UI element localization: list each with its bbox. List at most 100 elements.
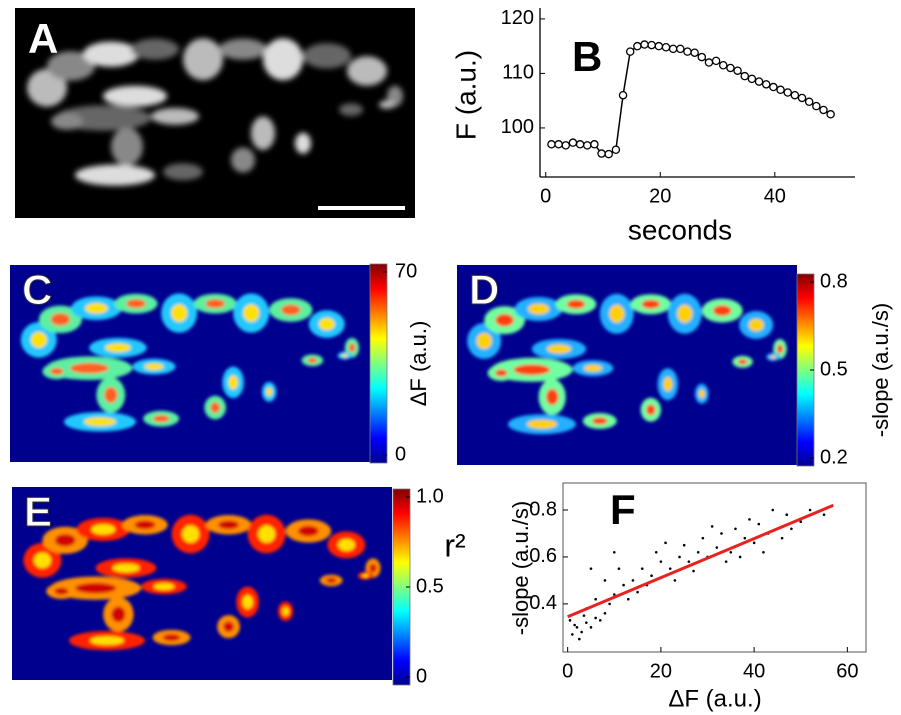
panel-label: A: [28, 15, 58, 62]
scatter-point: [752, 541, 756, 545]
heatmap-regions: [20, 293, 360, 432]
region-core: [50, 313, 71, 326]
region-core: [592, 417, 608, 425]
scatter-point: [571, 633, 574, 636]
data-point: [733, 66, 742, 75]
scatter-point: [585, 621, 588, 624]
cell: [163, 163, 203, 181]
region-core: [105, 343, 131, 353]
data-point: [690, 48, 699, 57]
scatter-point: [715, 546, 719, 549]
scatter-point: [568, 619, 572, 622]
panel-label: C: [22, 266, 52, 313]
cell: [295, 132, 311, 154]
scatter-point: [617, 567, 621, 570]
region-core: [341, 353, 349, 358]
region-core: [104, 387, 118, 403]
region-core: [163, 634, 181, 642]
scatter-point: [762, 550, 765, 554]
data-point: [633, 41, 642, 51]
y-axis-label: -slope (a.u./s): [508, 501, 533, 636]
scatter-point: [692, 569, 695, 573]
data-point: [769, 82, 778, 92]
region-core: [337, 538, 355, 551]
scatter-point: [729, 550, 733, 554]
scatter-point: [636, 590, 639, 594]
cell: [251, 116, 275, 150]
x-tick-label: 40: [743, 660, 765, 682]
data-point: [719, 60, 728, 70]
scatter-point: [790, 527, 793, 531]
region-core: [112, 563, 140, 573]
scatter-point: [573, 623, 576, 627]
region-core: [527, 303, 550, 315]
cell: [27, 68, 67, 107]
scatter-point: [622, 583, 625, 587]
region-core: [153, 583, 175, 591]
colorbar-tick-label: 0.5: [820, 358, 848, 380]
data-point: [547, 140, 556, 149]
scatter-point: [673, 579, 677, 582]
data-point: [783, 88, 792, 97]
data-point: [575, 140, 585, 149]
data-point: [661, 43, 671, 52]
data-point: [654, 41, 664, 51]
region-core: [243, 304, 260, 322]
region-core: [171, 304, 188, 322]
cell: [347, 56, 387, 86]
cell: [303, 43, 351, 69]
region-core: [513, 364, 551, 376]
panel-label: D: [469, 266, 499, 313]
region-core: [738, 359, 748, 365]
scatter-point: [650, 574, 653, 578]
data-point: [568, 138, 578, 147]
scatter-point: [668, 567, 672, 570]
scatter-point: [748, 518, 751, 521]
scatter-point: [808, 508, 812, 512]
region-core: [495, 369, 508, 377]
scatter-point: [771, 508, 775, 512]
colorbar-tick-label: 0.8: [820, 270, 848, 292]
region-core: [663, 377, 673, 392]
colorbar-tick-label: 1.0: [416, 485, 444, 507]
scatter-point: [659, 560, 663, 563]
data-point: [590, 140, 599, 149]
x-axis-label: seconds: [628, 214, 732, 245]
scatter-point: [598, 619, 602, 622]
region-core: [50, 367, 64, 375]
region-core: [75, 582, 117, 594]
region-core: [228, 375, 239, 390]
fit-line: [567, 503, 834, 619]
data-point: [583, 141, 592, 150]
data-point: [804, 97, 814, 107]
region-core: [144, 363, 164, 371]
data-point: [554, 140, 563, 149]
region-core: [33, 552, 51, 569]
scatter-point: [603, 611, 607, 615]
scatter-point: [785, 513, 789, 516]
region-core: [89, 636, 125, 645]
y-tick-label: 110: [502, 62, 534, 84]
scatter-point: [594, 597, 597, 601]
data-point: [726, 63, 735, 73]
panel-label: F: [610, 486, 636, 533]
cell: [111, 127, 143, 166]
region-core: [111, 606, 126, 623]
cell: [339, 103, 363, 116]
scatter-point: [589, 626, 593, 629]
region-core: [223, 621, 234, 632]
region-core: [546, 388, 559, 406]
colorbar-tick-label: 0: [395, 443, 406, 465]
scatter-point: [608, 602, 611, 606]
cell: [47, 51, 95, 81]
scatter-point: [654, 550, 658, 554]
region-core: [476, 332, 492, 350]
x-axis-label: ΔF (a.u.): [668, 685, 761, 712]
panel-label: B: [572, 33, 602, 80]
region-core: [698, 389, 705, 399]
cell: [131, 38, 179, 60]
scatter-point: [710, 525, 714, 528]
data-point: [704, 58, 714, 67]
x-tick-label: 20: [649, 185, 671, 207]
